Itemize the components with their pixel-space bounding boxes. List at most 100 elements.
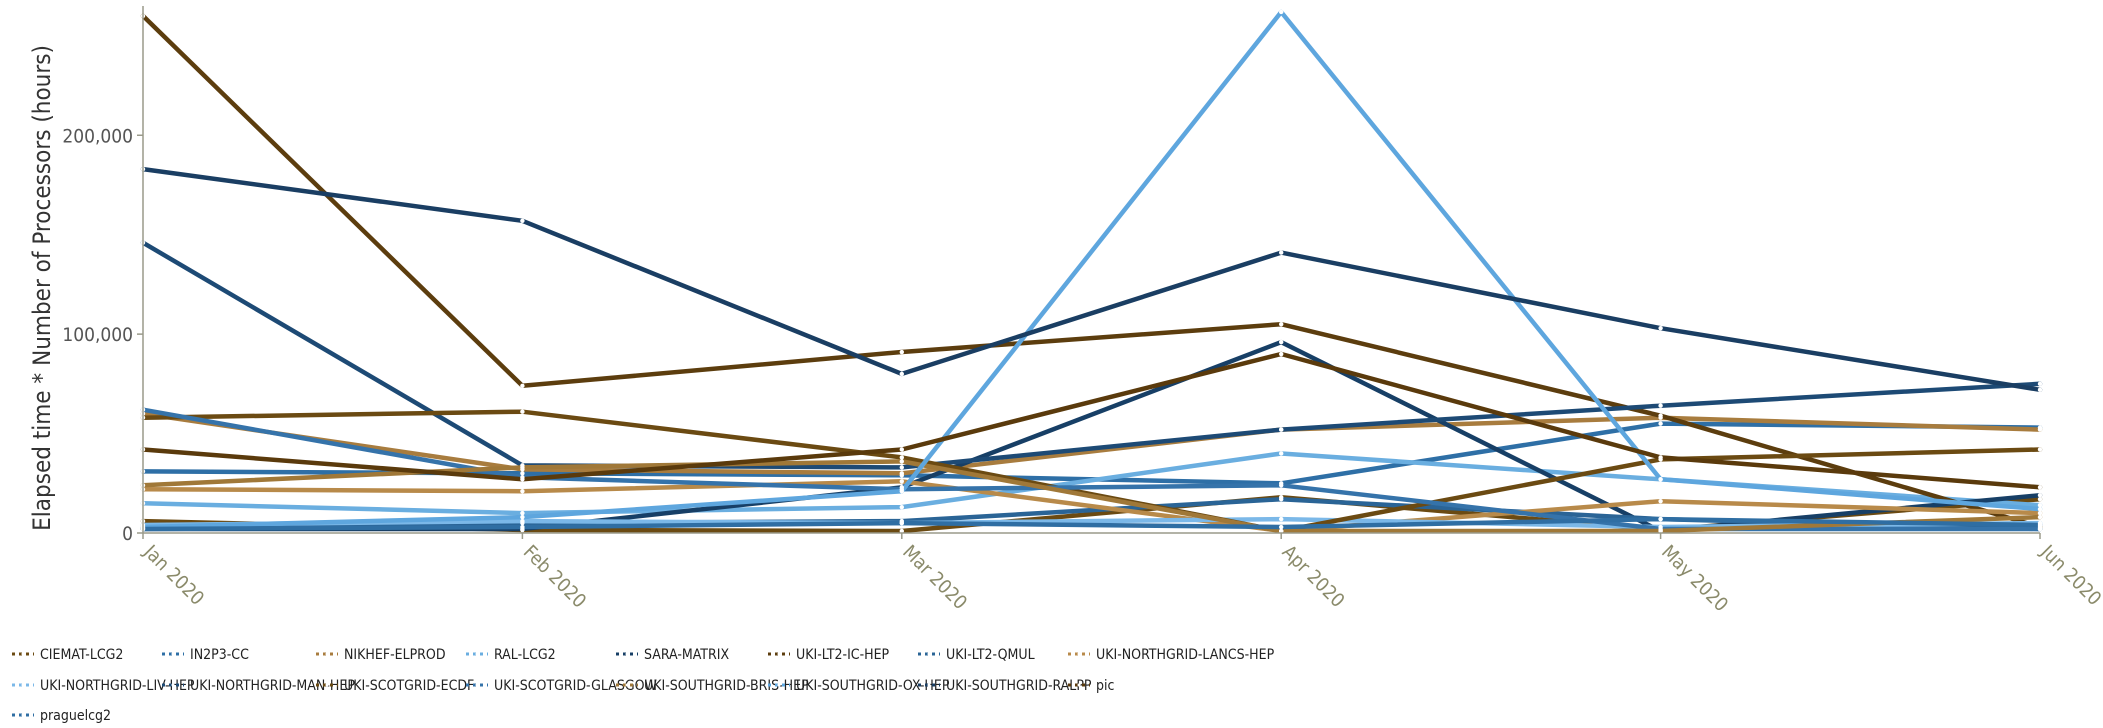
- legend-item[interactable]: UKI-LT2-IC-HEP: [768, 647, 890, 663]
- legend-item[interactable]: UKI-SCOTGRID-ECDF: [316, 678, 474, 694]
- y-tick-label: 0: [122, 523, 133, 545]
- series-line-uki-southgrid-ox-hep[interactable]: [140, 9, 2043, 530]
- data-point[interactable]: [899, 349, 904, 355]
- data-point[interactable]: [520, 465, 525, 470]
- legend-item[interactable]: UKI-NORTHGRID-LIV-HEP: [12, 678, 195, 694]
- data-point[interactable]: [899, 489, 904, 494]
- data-point[interactable]: [520, 477, 525, 482]
- series-line-pic[interactable]: [140, 351, 2043, 490]
- data-point[interactable]: [520, 514, 525, 520]
- legend-item[interactable]: pic: [1068, 678, 1114, 694]
- legend-item[interactable]: UKI-NORTHGRID-LANCS-HEP: [1068, 647, 1275, 663]
- data-point[interactable]: [520, 471, 525, 476]
- data-point[interactable]: [2037, 485, 2043, 490]
- y-tick-label: 200,000: [62, 125, 133, 147]
- data-point[interactable]: [1658, 403, 1663, 408]
- data-point[interactable]: [1279, 516, 1284, 522]
- data-point[interactable]: [899, 479, 904, 484]
- data-point[interactable]: [520, 518, 525, 524]
- legend-item[interactable]: praguelcg2: [12, 708, 111, 724]
- series-line-nikhef-elprod[interactable]: [140, 411, 2043, 476]
- data-point[interactable]: [1279, 496, 1284, 502]
- data-point[interactable]: [1279, 321, 1284, 327]
- data-point[interactable]: [1658, 421, 1663, 426]
- series-line-uki-northgrid-lancs-hep[interactable]: [140, 479, 2043, 534]
- data-point[interactable]: [2037, 510, 2043, 516]
- data-point[interactable]: [520, 409, 525, 414]
- legend-label: NIKHEF-ELPROD: [344, 647, 446, 663]
- data-point[interactable]: [2037, 496, 2043, 502]
- data-point[interactable]: [1658, 455, 1663, 460]
- legend-marker: [777, 683, 781, 687]
- data-point[interactable]: [520, 489, 525, 494]
- legend-item[interactable]: UKI-NORTHGRID-MAN-HEP: [162, 678, 355, 694]
- legend-item[interactable]: UKI-SOUTHGRID-BRIS-HEP: [616, 678, 809, 694]
- legend-marker: [171, 652, 175, 656]
- data-point[interactable]: [1279, 451, 1284, 456]
- data-point[interactable]: [1279, 528, 1284, 534]
- data-point[interactable]: [899, 520, 904, 526]
- data-point[interactable]: [1658, 477, 1663, 482]
- data-point[interactable]: [2037, 502, 2043, 508]
- data-point[interactable]: [1279, 339, 1284, 345]
- data-point[interactable]: [899, 528, 904, 534]
- data-point[interactable]: [2037, 381, 2043, 387]
- legend-marker: [325, 683, 329, 687]
- data-point[interactable]: [1279, 250, 1284, 255]
- data-point[interactable]: [1658, 498, 1663, 504]
- data-point[interactable]: [1279, 524, 1284, 530]
- legend-label: UKI-LT2-QMUL: [946, 647, 1035, 663]
- data-point[interactable]: [899, 465, 904, 470]
- series-line-uki-southgrid-bris-hep[interactable]: [140, 459, 2043, 534]
- legend-label: RAL-LCG2: [494, 647, 556, 663]
- data-point[interactable]: [1279, 483, 1284, 488]
- series-line-uki-southgrid-ralpp[interactable]: [140, 166, 2043, 393]
- data-point[interactable]: [899, 459, 904, 464]
- series-line-praguelcg2[interactable]: [140, 516, 2043, 532]
- legend-item[interactable]: UKI-SCOTGRID-GLASGOW: [466, 678, 658, 694]
- legend: CIEMAT-LCG2 IN2P3-CC NIKHEF-ELPROD RAL-LCG2…: [12, 647, 1275, 724]
- legend-marker: [625, 683, 629, 687]
- series-line-uki-lt2-ic-hep[interactable]: [140, 13, 2043, 530]
- data-point[interactable]: [2037, 526, 2043, 532]
- data-point[interactable]: [1279, 9, 1284, 15]
- data-point[interactable]: [899, 504, 904, 510]
- data-point[interactable]: [2037, 522, 2043, 528]
- data-point[interactable]: [2037, 387, 2043, 393]
- legend-item[interactable]: RAL-LCG2: [466, 647, 556, 663]
- data-point[interactable]: [899, 455, 904, 460]
- data-point[interactable]: [2037, 506, 2043, 512]
- x-tick-label: Jan 2020: [139, 540, 208, 609]
- legend-marker: [325, 652, 329, 656]
- data-point[interactable]: [1658, 516, 1663, 522]
- legend-item[interactable]: UKI-SOUTHGRID-RALPP: [918, 678, 1092, 694]
- data-point[interactable]: [1279, 351, 1284, 357]
- data-point[interactable]: [1658, 528, 1663, 534]
- data-point[interactable]: [520, 218, 525, 223]
- legend-item[interactable]: NIKHEF-ELPROD: [316, 647, 446, 663]
- data-point[interactable]: [899, 447, 904, 452]
- data-point[interactable]: [2037, 493, 2043, 498]
- series-line-uki-northgrid-liv-hep[interactable]: [140, 516, 2043, 530]
- legend-label: UKI-SCOTGRID-GLASGOW: [494, 678, 658, 694]
- data-point[interactable]: [1658, 413, 1663, 418]
- data-point[interactable]: [520, 524, 525, 530]
- data-point[interactable]: [2037, 514, 2043, 520]
- data-point[interactable]: [899, 471, 904, 476]
- legend-item[interactable]: UKI-LT2-QMUL: [918, 647, 1035, 663]
- data-point[interactable]: [2037, 447, 2043, 452]
- legend-marker: [21, 713, 25, 717]
- data-point[interactable]: [520, 510, 525, 516]
- data-point[interactable]: [899, 371, 904, 377]
- legend-item[interactable]: UKI-SOUTHGRID-OX-HEP: [768, 678, 950, 694]
- data-point[interactable]: [1658, 325, 1663, 331]
- legend-label: UKI-NORTHGRID-LANCS-HEP: [1096, 647, 1275, 663]
- legend-item[interactable]: CIEMAT-LCG2: [12, 647, 123, 663]
- series-line-uki-northgrid-man-hep[interactable]: [140, 240, 2043, 470]
- legend-item[interactable]: IN2P3-CC: [162, 647, 249, 663]
- legend-item[interactable]: SARA-MATRIX: [616, 647, 729, 663]
- data-point[interactable]: [2037, 427, 2043, 432]
- data-point[interactable]: [1279, 427, 1284, 432]
- data-point[interactable]: [520, 383, 525, 389]
